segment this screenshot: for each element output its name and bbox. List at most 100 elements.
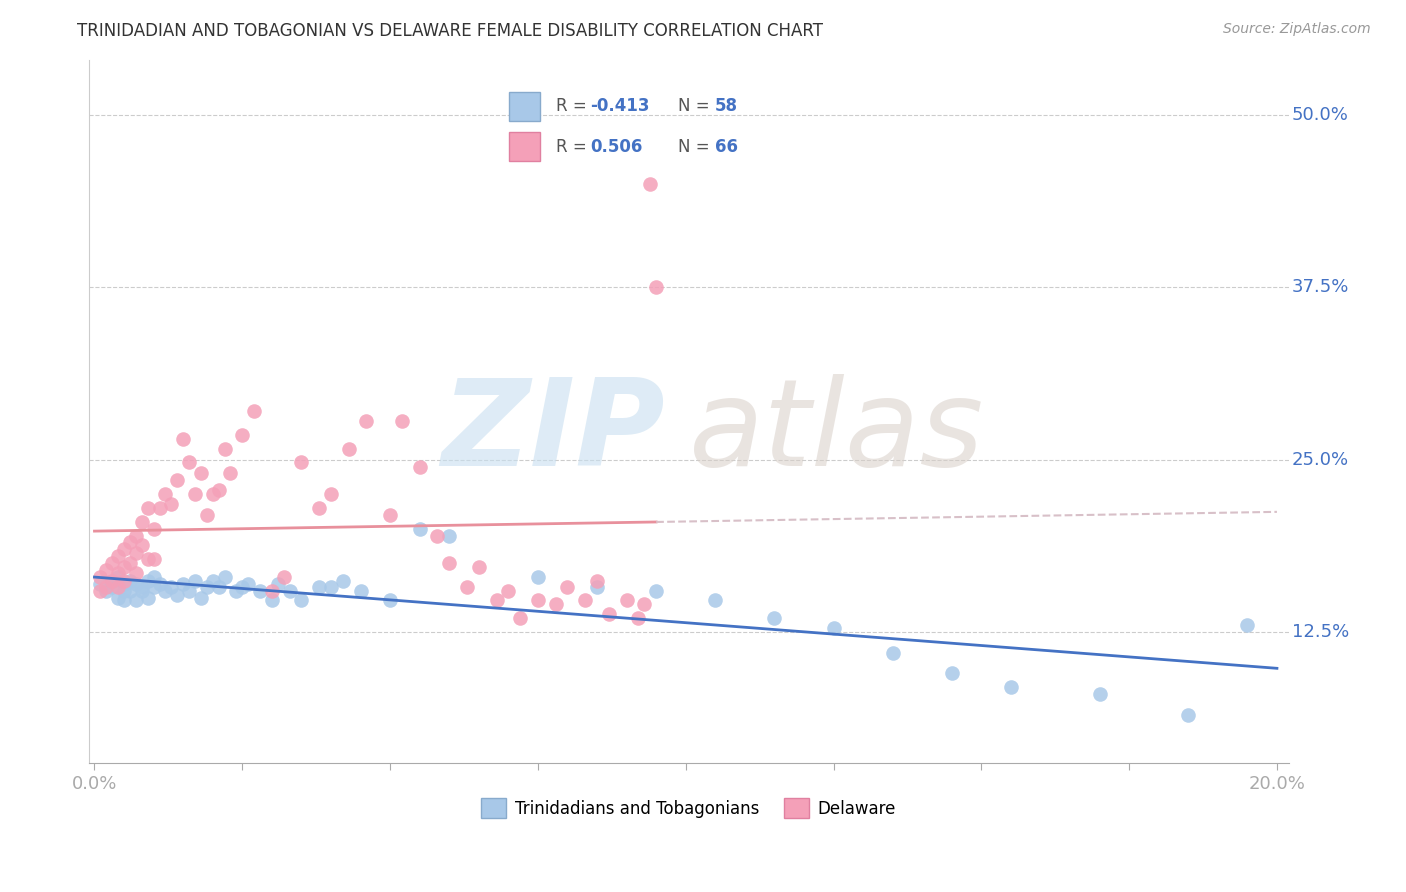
Point: [155, 583, 177, 598]
Point: [231, 427, 253, 442]
Point: [142, 570, 165, 584]
Point: [89, 576, 111, 591]
Point: [201, 574, 224, 588]
Y-axis label: Female Disability: Female Disability: [0, 334, 8, 489]
Point: [544, 598, 567, 612]
Point: [437, 528, 460, 542]
Point: [125, 593, 148, 607]
Point: [238, 576, 260, 591]
Point: [468, 560, 491, 574]
Point: [225, 583, 247, 598]
Point: [408, 459, 430, 474]
Point: [290, 455, 312, 469]
Point: [638, 177, 661, 191]
Point: [586, 574, 609, 588]
Point: [107, 566, 129, 580]
Point: [112, 583, 135, 598]
Point: [356, 414, 378, 428]
Point: [290, 593, 312, 607]
Point: [273, 570, 295, 584]
Point: [941, 666, 963, 681]
Point: [112, 576, 135, 591]
Point: [101, 574, 124, 588]
Point: [131, 583, 153, 598]
Point: [1177, 707, 1199, 722]
Point: [243, 404, 266, 418]
Point: [337, 442, 360, 456]
Text: 50.0%: 50.0%: [1292, 106, 1348, 124]
Point: [278, 583, 301, 598]
Point: [426, 528, 449, 542]
Point: [148, 500, 170, 515]
Point: [131, 580, 153, 594]
Point: [190, 467, 212, 481]
Point: [627, 611, 650, 625]
Text: 37.5%: 37.5%: [1292, 278, 1350, 296]
Text: TRINIDADIAN AND TOBAGONIAN VS DELAWARE FEMALE DISABILITY CORRELATION CHART: TRINIDADIAN AND TOBAGONIAN VS DELAWARE F…: [77, 22, 824, 40]
Point: [172, 576, 194, 591]
Point: [195, 508, 218, 522]
Point: [190, 591, 212, 605]
Point: [96, 583, 118, 598]
Point: [125, 576, 148, 591]
Point: [177, 583, 200, 598]
Point: [101, 574, 124, 588]
Point: [112, 560, 135, 574]
Point: [391, 414, 413, 428]
Text: 12.5%: 12.5%: [1292, 624, 1348, 641]
Point: [616, 593, 638, 607]
Point: [214, 442, 236, 456]
Point: [142, 580, 165, 594]
Point: [586, 580, 609, 594]
Point: [96, 563, 118, 577]
Point: [118, 556, 141, 570]
Text: ZIP: ZIP: [441, 374, 665, 491]
Point: [319, 487, 342, 501]
Point: [823, 621, 845, 635]
Point: [131, 538, 153, 552]
Point: [319, 580, 342, 594]
Point: [267, 576, 290, 591]
Point: [219, 467, 242, 481]
Point: [332, 574, 354, 588]
Point: [101, 580, 124, 594]
Point: [136, 574, 159, 588]
Point: [177, 455, 200, 469]
Point: [184, 487, 207, 501]
Point: [195, 580, 218, 594]
Point: [118, 583, 141, 598]
Point: [136, 500, 159, 515]
Point: [1088, 687, 1111, 701]
Point: [645, 583, 668, 598]
Point: [155, 487, 177, 501]
Point: [172, 432, 194, 446]
Point: [485, 593, 508, 607]
Point: [633, 598, 655, 612]
Point: [136, 552, 159, 566]
Point: [112, 574, 135, 588]
Point: [207, 483, 229, 497]
Point: [598, 607, 620, 622]
Point: [231, 580, 253, 594]
Point: [160, 580, 183, 594]
Point: [107, 591, 129, 605]
Point: [408, 522, 430, 536]
Point: [763, 611, 786, 625]
Point: [349, 583, 371, 598]
Point: [1236, 618, 1258, 632]
Point: [378, 508, 401, 522]
Point: [527, 570, 550, 584]
Point: [125, 528, 148, 542]
Point: [148, 576, 170, 591]
Point: [882, 646, 904, 660]
Point: [112, 593, 135, 607]
Point: [249, 583, 271, 598]
Point: [118, 535, 141, 549]
Point: [118, 574, 141, 588]
Point: [166, 588, 188, 602]
Point: [308, 500, 330, 515]
Point: [125, 566, 148, 580]
Point: [166, 473, 188, 487]
Point: [214, 570, 236, 584]
Point: [107, 570, 129, 584]
